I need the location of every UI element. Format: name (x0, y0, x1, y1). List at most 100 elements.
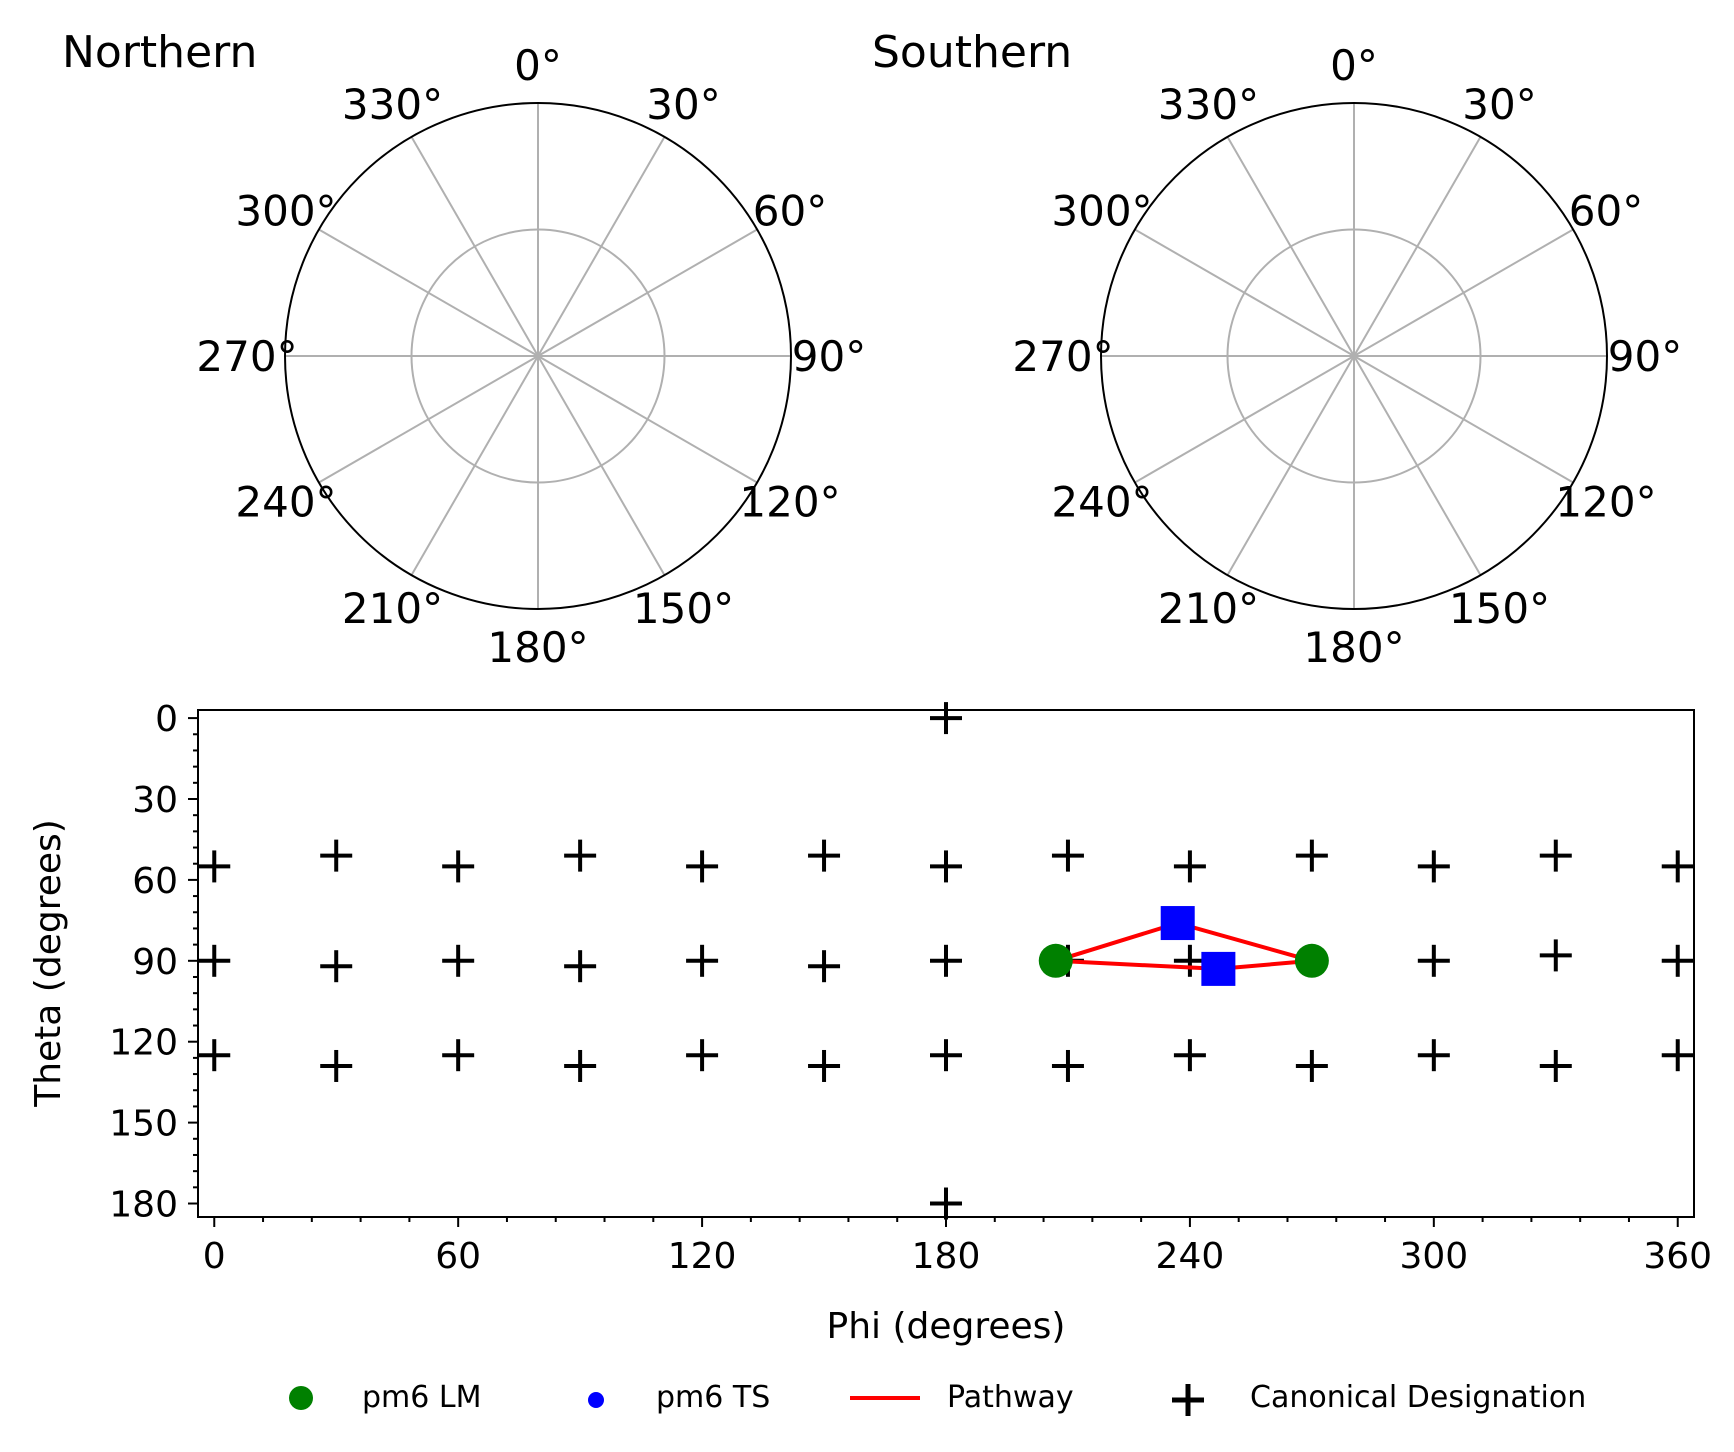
x-tick-label: 300 (1399, 1236, 1468, 1277)
y-axis-label: Theta (degrees) (28, 819, 69, 1108)
polar-angle-label: 30° (1462, 80, 1536, 129)
canonical-designation-marker (930, 1187, 962, 1220)
x-tick-label: 360 (1643, 1236, 1712, 1277)
canonical-designation-marker (320, 950, 353, 983)
y-tick-label: 60 (132, 861, 178, 902)
canonical-designation-marker (808, 950, 841, 983)
polar-angle-label: 120° (1555, 478, 1656, 527)
polar-angle-label: 300° (235, 187, 336, 236)
canonical-designation-marker (1417, 944, 1450, 977)
canonical-designation-marker (320, 839, 353, 872)
legend-marker-canonical (1172, 1384, 1204, 1416)
canonical-designation-marker (808, 1049, 841, 1082)
polar-inner-ring (1226, 228, 1482, 484)
x-tick-label: 60 (435, 1236, 481, 1277)
canonical-designation-marker (1051, 839, 1084, 872)
polar-angle-label: 210° (1158, 584, 1259, 633)
pm6-ts-point (1160, 906, 1195, 941)
x-tick-label: 120 (668, 1236, 737, 1277)
polar-angle-label: 90° (1608, 332, 1682, 381)
x-tick-label: 240 (1156, 1236, 1225, 1277)
canonical-designation-marker (1539, 839, 1572, 872)
polar-angle-label: 0° (1330, 41, 1378, 90)
canonical-designation-marker (442, 944, 475, 977)
canonical-designation-marker (930, 850, 962, 883)
legend-marker-lm (289, 1386, 313, 1410)
canonical-designation-marker (930, 1039, 962, 1072)
pm6-ts-point (1201, 951, 1236, 986)
canonical-designation-marker (808, 839, 841, 872)
polar-angle-label: 120° (739, 478, 840, 527)
polar-plot-northern: Northern 0° 30° 60° 90° 120° 150° 180° 210° 240°… (62, 27, 866, 672)
canonical-designation-marker (1661, 1039, 1694, 1072)
canonical-designation-marker (564, 839, 597, 872)
canonical-designation-marker (930, 944, 962, 977)
x-axis-label: Phi (degrees) (827, 1306, 1066, 1347)
polar-angle-label: 210° (342, 584, 443, 633)
canonical-designation-marker (1661, 850, 1694, 883)
y-tick-label: 150 (109, 1104, 178, 1145)
y-tick-label: 120 (109, 1023, 178, 1064)
polar-outer-ring (284, 102, 792, 610)
polar-outer-ring (1100, 102, 1608, 610)
polar-title-southern: Southern (872, 27, 1072, 78)
canonical-designation-marker (1539, 939, 1572, 972)
canonical-designation-marker (564, 950, 597, 983)
canonical-designation-marker (442, 1039, 475, 1072)
canonical-designation-marker (930, 702, 962, 735)
canonical-designation-marker (442, 850, 475, 883)
canonical-designation-marker (1295, 839, 1328, 872)
canonical-designation-marker (1173, 944, 1206, 977)
canonical-designation-marker (198, 1039, 231, 1072)
polar-angle-label: 270° (196, 332, 297, 381)
plot-marks (198, 702, 1694, 1220)
canonical-designation-marker (1051, 1049, 1084, 1082)
canonical-designation-marker (686, 944, 719, 977)
polar-title-northern: Northern (62, 27, 257, 78)
canonical-designation-marker (1661, 944, 1694, 977)
canonical-designation-marker (320, 1049, 353, 1082)
pm6-lm-point (1294, 943, 1329, 978)
polar-angle-label: 180° (1303, 623, 1404, 672)
polar-angle-label: 330° (1158, 80, 1259, 129)
polar-angle-label: 330° (342, 80, 443, 129)
pm6-lm-point (1038, 943, 1073, 978)
x-tick-label: 0 (203, 1236, 226, 1277)
canonical-designation-marker (1173, 1039, 1206, 1072)
polar-angle-label: 180° (487, 623, 588, 672)
polar-angle-label: 150° (633, 584, 734, 633)
canonical-designation-marker (686, 1039, 719, 1072)
polar-angle-label: 150° (1449, 584, 1550, 633)
scatter-plot: 0 60 120 180 240 300 360 0 30 60 90 120 150 180 Phi … (28, 699, 1712, 1347)
canonical-designation-marker (1417, 1039, 1450, 1072)
x-tick-label: 180 (912, 1236, 981, 1277)
canonical-designation-marker (1295, 1049, 1328, 1082)
legend-label-pathway: Pathway (947, 1380, 1074, 1415)
polar-angle-label: 30° (646, 80, 720, 129)
polar-angle-label: 90° (792, 332, 866, 381)
y-tick-label: 30 (132, 780, 178, 821)
canonical-designation-marker (1173, 850, 1206, 883)
polar-inner-ring (410, 228, 666, 484)
legend-marker-ts (588, 1392, 604, 1408)
polar-plot-southern: Southern 0° 30° 60° 90° 120° 150° 180° 210° 240°… (872, 27, 1682, 672)
y-tick-label: 90 (132, 942, 178, 983)
polar-angle-label: 0° (514, 41, 562, 90)
legend-label-canonical: Canonical Designation (1250, 1380, 1586, 1415)
legend: pm6 LM pm6 TS Pathway Canonical Designat… (289, 1380, 1586, 1416)
canonical-designation-marker (198, 850, 231, 883)
y-axis-ticks: 0 30 60 90 120 150 180 (109, 699, 198, 1226)
canonical-designation-marker (686, 850, 719, 883)
polar-angle-label: 240° (235, 478, 336, 527)
polar-angle-label: 270° (1012, 332, 1113, 381)
canonical-designation-marker (564, 1049, 597, 1082)
canonical-designation-marker (198, 944, 231, 977)
y-tick-label: 0 (155, 699, 178, 740)
polar-angle-label: 300° (1051, 187, 1152, 236)
polar-angle-label: 60° (1569, 187, 1643, 236)
y-tick-label: 180 (109, 1185, 178, 1226)
x-axis-ticks: 0 60 120 180 240 300 360 (203, 1217, 1712, 1277)
polar-angle-label: 60° (753, 187, 827, 236)
polar-angle-label: 240° (1051, 478, 1152, 527)
